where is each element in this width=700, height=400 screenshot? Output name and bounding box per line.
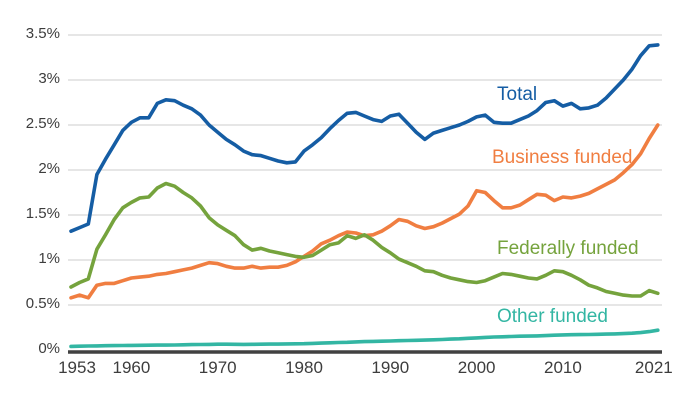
y-axis-tick-label: 0% [38,340,60,357]
y-axis-tick-label: 0.5% [26,295,60,312]
gridlines-layer [68,34,662,354]
x-axis-tick-label: 1953 [58,358,96,377]
x-axis-tick-label: 1960 [112,358,150,377]
y-axis-tick-label: 1.5% [26,205,60,222]
other-funded-line [69,328,660,349]
series-lines-layer [69,43,660,349]
x-axis-tick-label: 2010 [544,358,582,377]
y-axis-tick-label: 3.5% [26,25,60,42]
series-label-federally-funded: Federally funded [497,238,639,259]
series-labels-layer: Total Business funded Federally funded O… [492,84,639,327]
x-axis-tick-label: 2000 [458,358,496,377]
series-label-total: Total [497,84,537,105]
series-label-other-funded: Other funded [497,306,608,327]
y-axis-tick-label: 3% [38,70,60,87]
x-axis-tick-label: 1980 [285,358,323,377]
series-label-business-funded: Business funded [492,147,633,168]
axis-ticks-layer: 0% 0.5% 1% 1.5% 2% 2.5% 3% 3.5% 1953 1960 1970 1980… [26,25,673,377]
x-axis-tick-label: 1970 [199,358,237,377]
x-axis-tick-label: 1990 [371,358,409,377]
y-axis-tick-label: 2% [38,160,60,177]
y-axis-tick-label: 1% [38,250,60,267]
federally-funded-line [69,181,660,298]
x-axis-tick-label: 2021 [635,358,673,377]
y-axis-tick-label: 2.5% [26,115,60,132]
total-line [69,43,660,233]
